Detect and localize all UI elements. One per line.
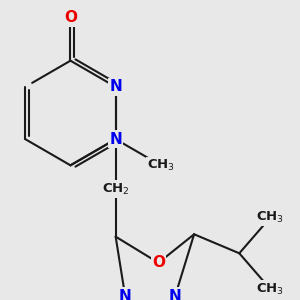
- Text: CH$_3$: CH$_3$: [256, 210, 284, 225]
- Text: CH$_2$: CH$_2$: [102, 182, 130, 196]
- Text: N: N: [109, 132, 122, 147]
- Text: N: N: [109, 80, 122, 94]
- Text: O: O: [152, 255, 165, 270]
- Text: N: N: [119, 289, 131, 300]
- Text: N: N: [169, 289, 182, 300]
- Text: O: O: [64, 11, 77, 26]
- Text: CH$_3$: CH$_3$: [256, 281, 284, 296]
- Text: CH$_3$: CH$_3$: [147, 158, 175, 173]
